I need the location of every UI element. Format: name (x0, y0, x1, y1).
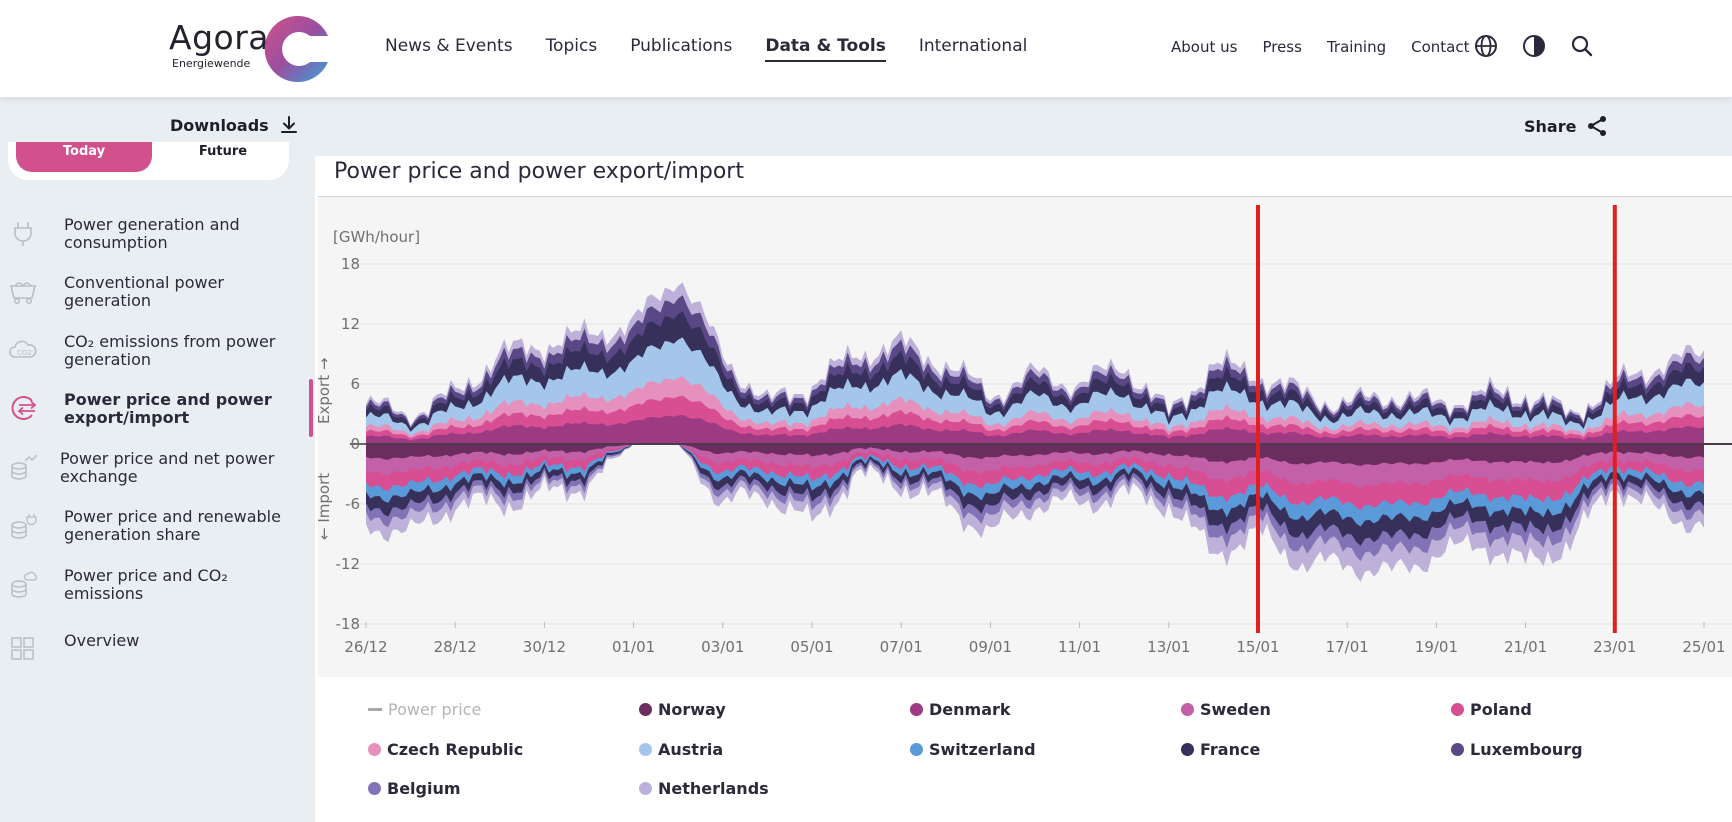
legend-label: France (1200, 740, 1261, 759)
nav-data-tools[interactable]: Data & Tools (765, 36, 886, 62)
toggle-future[interactable]: Future (198, 144, 248, 159)
sidebar-active-indicator (309, 379, 313, 437)
plot-area (318, 197, 1732, 677)
legend-label: Czech Republic (387, 740, 524, 759)
legend-label: Luxembourg (1470, 740, 1583, 759)
title-divider (318, 196, 1732, 197)
main-menu: News & Events Topics Publications Data &… (385, 36, 1027, 62)
svg-text:CO2: CO2 (17, 349, 32, 357)
sidebar-item-label: Power price and net power exchange (60, 449, 275, 486)
legend-dot (1181, 743, 1194, 756)
nav-contact[interactable]: Contact (1411, 38, 1470, 56)
nav-about-us[interactable]: About us (1171, 38, 1238, 56)
contrast-icon[interactable] (1522, 34, 1546, 58)
sidebar-item-label: Power price and power export/import (64, 390, 272, 427)
legend-label: Poland (1470, 700, 1532, 719)
nav-publications[interactable]: Publications (630, 36, 733, 56)
toggle-today[interactable]: Today (16, 142, 152, 172)
legend-dot (639, 782, 652, 795)
sidebar-item-label: Overview (64, 631, 140, 650)
sidebar-item-label: Power price and renewable generation sha… (64, 507, 281, 544)
legend-label: Belgium (387, 779, 461, 798)
legend-dot (639, 703, 652, 716)
nav-press[interactable]: Press (1262, 38, 1302, 56)
sidebar-item-label: Conventional power generation (64, 273, 224, 310)
legend-dot (639, 743, 652, 756)
legend-label: Denmark (929, 700, 1011, 719)
legend-dot (1181, 703, 1194, 716)
legend-dot (1451, 743, 1464, 756)
legend-label: Switzerland (929, 740, 1036, 759)
legend-dot (1451, 703, 1464, 716)
legend-dot (368, 782, 381, 795)
coal-cart-icon (9, 282, 37, 305)
exchange-icon (11, 396, 37, 420)
coins-chart-icon (11, 454, 38, 480)
plug-icon (14, 222, 32, 246)
downloads-label: Downloads (170, 115, 269, 135)
coins-cloud-icon (11, 571, 37, 598)
nav-topics[interactable]: Topics (545, 36, 598, 56)
legend-item-france[interactable]: France (1181, 740, 1260, 759)
cloud-co2-icon: CO2 (9, 340, 37, 358)
legend-item-luxembourg[interactable]: Luxembourg (1451, 740, 1583, 759)
legend-line-marker (368, 708, 382, 711)
sidebar-item-label: CO₂ emissions from power generation (64, 332, 276, 369)
nav-news-events[interactable]: News & Events (385, 36, 513, 56)
top-navigation: Agora Energiewende News & Events Topics … (0, 0, 1732, 97)
legend-dot (910, 743, 923, 756)
nav-international[interactable]: International (918, 36, 1028, 56)
period-toggle: Today Future (8, 142, 289, 180)
legend-item-switzerland[interactable]: Switzerland (910, 740, 1036, 759)
legend-item-belgium[interactable]: Belgium (368, 779, 461, 798)
secondary-menu: About us Press Training Contact (1171, 38, 1469, 56)
coins-plug-icon (11, 514, 37, 539)
download-icon (280, 116, 297, 133)
sidebar-item-label: Power generation and consumption (64, 215, 240, 252)
legend-label: Netherlands (658, 779, 769, 798)
nav-training[interactable]: Training (1326, 38, 1387, 56)
legend-label: Norway (658, 700, 726, 719)
share-icon (1588, 116, 1607, 136)
legend-item-czech-republic[interactable]: Czech Republic (368, 740, 523, 759)
legend-label: Austria (658, 740, 724, 759)
brand-logo-subtitle: Energiewende (172, 57, 251, 70)
chart-title: Power price and power export/import (334, 159, 744, 184)
legend-item-netherlands[interactable]: Netherlands (639, 779, 769, 798)
grid-icon (11, 637, 34, 660)
legend-item-norway[interactable]: Norway (639, 700, 726, 719)
share-label: Share (1524, 116, 1577, 136)
legend-dot (910, 703, 923, 716)
brand-logo-text[interactable]: Agora (169, 18, 270, 57)
legend-item-poland[interactable]: Poland (1451, 700, 1532, 719)
search-icon[interactable] (1570, 34, 1594, 58)
legend-item-sweden[interactable]: Sweden (1181, 700, 1271, 719)
sidebar-item-label: Power price and CO₂ emissions (64, 566, 228, 603)
legend-item-power-price[interactable]: Power price (368, 700, 481, 719)
legend-label: Power price (388, 700, 482, 719)
nav-icon-group (1474, 34, 1594, 58)
legend-label: Sweden (1200, 700, 1271, 719)
share-button[interactable]: Share (1524, 115, 1608, 137)
globe-icon[interactable] (1474, 34, 1498, 58)
legend-item-austria[interactable]: Austria (639, 740, 723, 759)
legend-dot (368, 743, 381, 756)
brand-logo-icon[interactable] (262, 12, 336, 86)
downloads-button[interactable]: Downloads (170, 115, 299, 135)
legend-item-denmark[interactable]: Denmark (910, 700, 1011, 719)
